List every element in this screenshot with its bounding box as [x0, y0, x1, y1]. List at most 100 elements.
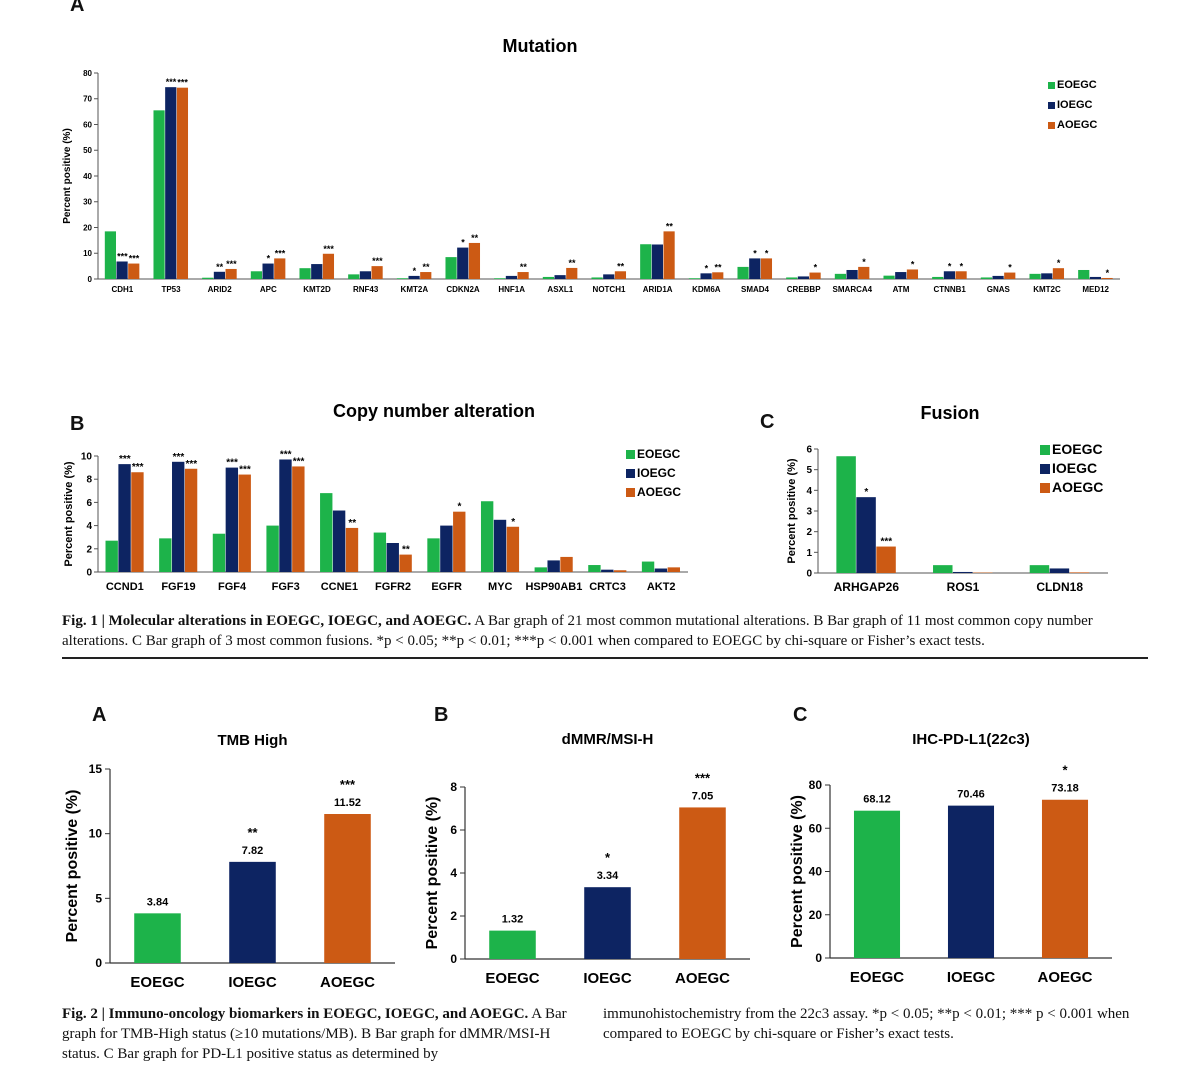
- bar-aoegc: [453, 511, 466, 572]
- bar-eoegc: [932, 276, 944, 279]
- bar-aoegc: [667, 567, 680, 572]
- fig2-caption-text-left: A Bar graph for TMB-High status (≥10 mut…: [62, 1006, 567, 1062]
- significance-label: **: [617, 261, 625, 271]
- bar-ioegc: [386, 543, 399, 572]
- y-tick-label: 0: [95, 956, 102, 970]
- bar-aoegc: [420, 272, 432, 279]
- significance-label: ***: [293, 456, 305, 467]
- significance-label: *: [765, 248, 769, 258]
- significance-label: **: [520, 262, 528, 272]
- bar-ioegc: [654, 568, 668, 572]
- tmb-chart: TMB High 0 5 10 15 Percent positive (%) 3.84 EO…: [64, 732, 395, 991]
- bar-ioegc: [1049, 568, 1070, 573]
- y-tick-label: 0: [88, 275, 93, 284]
- y-tick-label: 60: [809, 821, 823, 835]
- category-label: KMT2C: [1033, 285, 1061, 294]
- y-tick-label: 80: [83, 69, 92, 78]
- category-label: IOEGC: [583, 970, 632, 987]
- bar-aoegc: [225, 268, 237, 279]
- bar-eoegc: [320, 493, 333, 572]
- significance-label: *: [705, 263, 709, 273]
- bar-aoegc: [345, 527, 359, 572]
- category-label: RNF43: [353, 285, 379, 294]
- category-label: IOEGC: [947, 969, 996, 986]
- significance-label: ***: [323, 244, 334, 254]
- y-tick-label: 50: [83, 146, 92, 155]
- significance-label: *: [413, 266, 417, 276]
- significance-label: *: [948, 261, 952, 271]
- bar-ioegc: [118, 464, 131, 572]
- bar-ioegc: [213, 271, 226, 279]
- y-tick-label: 80: [809, 778, 823, 792]
- bar-aoegc: [128, 263, 140, 279]
- category-label: FGF19: [161, 581, 195, 593]
- bar-eoegc: [1078, 269, 1090, 279]
- bar-aoegc: [906, 269, 919, 279]
- category-label: TP53: [161, 285, 181, 294]
- category-label: CCNE1: [321, 581, 358, 593]
- bar-eoegc: [737, 266, 749, 279]
- significance-label: *: [511, 517, 515, 528]
- category-label: ASXL1: [547, 285, 573, 294]
- bar-ioegc: [440, 525, 453, 572]
- bar-aoegc: [613, 570, 627, 572]
- bar-ioegc: [700, 273, 712, 279]
- value-label: 7.05: [692, 790, 713, 802]
- category-label: CLDN18: [1036, 580, 1083, 594]
- bar-ioegc: [505, 275, 518, 279]
- significance-label: **: [666, 221, 674, 231]
- bar-ioegc: [311, 264, 323, 279]
- legend-label: AOEGC: [637, 485, 681, 499]
- value-label: 3.34: [597, 870, 619, 882]
- y-axis-label: Percent positive (%): [62, 128, 73, 224]
- legend-swatch-aoegc: [1040, 483, 1050, 493]
- bar-ioegc: [165, 87, 177, 279]
- y-tick-label: 4: [450, 866, 457, 880]
- bar-ioegc: [554, 275, 566, 279]
- category-label: IOEGC: [228, 974, 277, 991]
- bar-aoegc: [131, 472, 144, 572]
- bar-ioegc: [1089, 276, 1102, 279]
- bar-eoegc: [266, 525, 279, 572]
- bar-ioegc: [457, 247, 469, 279]
- legend-swatch-ioegc: [626, 469, 635, 478]
- significance-label: *: [1008, 263, 1012, 273]
- bar-aoegc: [858, 266, 870, 279]
- fig2-caption-text-right: immunohistochemistry from the 22c3 assay…: [603, 1006, 1130, 1042]
- chart-title: Fusion: [921, 403, 980, 423]
- bar-eoegc: [212, 533, 226, 572]
- category-label: APC: [260, 285, 277, 294]
- category-label: SMAD4: [741, 285, 770, 294]
- chart-title: IHC-PD-L1(22c3): [912, 731, 1030, 748]
- significance-label: **: [471, 233, 479, 243]
- significance-label: ***: [117, 251, 128, 261]
- category-label: AOEGC: [675, 970, 730, 987]
- bar-eoegc: [299, 268, 311, 279]
- bar-eoegc: [202, 277, 214, 279]
- value-label: 68.12: [863, 794, 891, 806]
- category-label: EOEGC: [485, 970, 539, 987]
- bar-ioegc: [229, 861, 276, 963]
- y-tick-label: 10: [89, 827, 103, 841]
- bar-eoegc: [853, 810, 901, 958]
- bar-ioegc: [895, 272, 907, 279]
- bar-ioegc: [651, 244, 664, 279]
- bar-eoegc: [834, 273, 846, 279]
- significance-label: ***: [880, 537, 892, 548]
- bar-eoegc: [688, 278, 700, 279]
- bar-aoegc: [506, 526, 520, 572]
- bar-eoegc: [1029, 273, 1041, 279]
- legend-swatch-ioegc: [1040, 464, 1050, 474]
- category-label: FGF3: [272, 581, 300, 593]
- value-label: 11.52: [334, 797, 361, 809]
- bar-aoegc: [1041, 799, 1089, 958]
- y-tick-label: 0: [86, 568, 92, 579]
- y-tick-label: 1: [806, 548, 812, 559]
- fig1-panel-b-letter: B: [70, 413, 85, 435]
- category-label: ROS1: [947, 580, 980, 594]
- y-tick-label: 30: [83, 198, 92, 207]
- bar-eoegc: [373, 532, 387, 572]
- significance-label: ***: [695, 770, 711, 785]
- legend-label: AOEGC: [1052, 479, 1103, 495]
